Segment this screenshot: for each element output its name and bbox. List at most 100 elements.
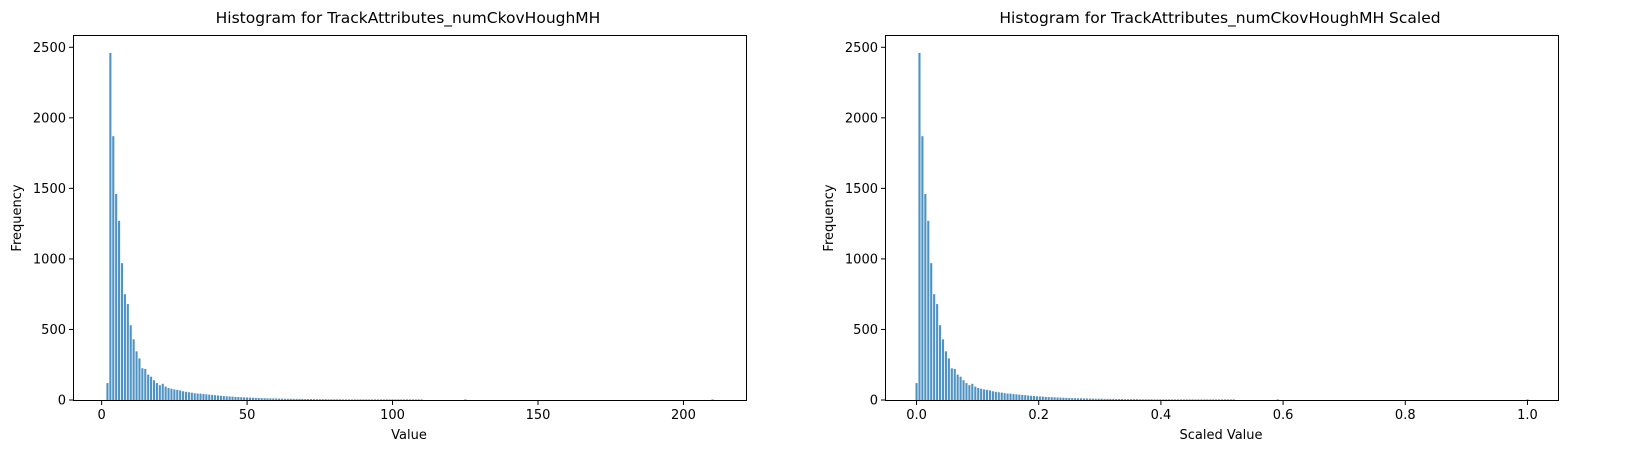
histogram-bar [368, 399, 371, 400]
y-tick-label: 1500 [33, 182, 66, 197]
histogram-bar [374, 399, 377, 400]
histogram-bar [266, 398, 269, 400]
histogram-bar [246, 397, 249, 400]
histogram-bar [1056, 397, 1059, 400]
y-tick-label: 2500 [845, 41, 878, 56]
histogram-bar [985, 389, 989, 400]
histogram-bar [1003, 393, 1006, 400]
histogram-bar [158, 385, 161, 400]
histogram-bar [1206, 399, 1209, 400]
histogram-bar [353, 399, 356, 400]
chart-right-x-ticks: 0.0 0.2 0.4 0.6 0.8 1.0 [906, 400, 1538, 423]
histogram-bar [408, 399, 412, 400]
histogram-bar [1185, 399, 1188, 400]
histogram-bar [1068, 398, 1071, 400]
histogram-bar [974, 386, 977, 400]
histogram-bar [356, 399, 359, 400]
x-tick-label: 150 [526, 408, 551, 423]
x-tick-label: 0 [97, 408, 105, 423]
histogram-bar [1109, 398, 1112, 400]
histogram-bar [1203, 399, 1206, 400]
x-tick-label: 0.2 [1028, 408, 1049, 423]
histogram-bar [118, 220, 121, 400]
chart-left: Histogram for TrackAttributes_numCkovHou… [10, 9, 747, 443]
histogram-bar [1200, 399, 1203, 400]
histogram-bar [1176, 399, 1180, 400]
histogram-bar [184, 391, 188, 400]
histogram-bar [1106, 398, 1109, 400]
histogram-bar [1088, 398, 1091, 400]
histogram-bar [1141, 399, 1144, 400]
histogram-bar [1018, 394, 1021, 400]
histogram-bar [1024, 395, 1027, 400]
histogram-bar [1047, 397, 1050, 400]
x-tick-label: 50 [239, 408, 256, 423]
histogram-bar [106, 383, 109, 400]
histogram-bar [321, 399, 324, 400]
histogram-bar [109, 52, 112, 401]
histogram-bar [414, 399, 417, 400]
histogram-bar [936, 304, 939, 400]
histogram-bar [1085, 398, 1088, 400]
y-tick-label: 2000 [845, 111, 878, 126]
histogram-bar [1094, 398, 1097, 400]
histogram-bar [1006, 393, 1009, 400]
histogram-bar [173, 389, 176, 400]
histogram-bar [1191, 399, 1194, 400]
y-tick-label: 500 [853, 323, 878, 338]
histogram-bar [944, 351, 947, 400]
histogram-bar [1077, 398, 1080, 400]
histogram-bar [138, 358, 141, 400]
histogram-bar [1197, 399, 1200, 400]
y-tick-label: 2500 [33, 41, 66, 56]
chart-right: Histogram for TrackAttributes_numCkovHou… [822, 9, 1559, 443]
histogram-bar [147, 374, 150, 400]
histogram-bar [947, 358, 950, 400]
histogram-bar [930, 263, 933, 400]
histogram-bar [1232, 399, 1235, 400]
histogram-bar [205, 394, 208, 400]
histogram-bar [115, 194, 118, 400]
histogram-bar [968, 385, 971, 400]
histogram-bar [1062, 397, 1065, 400]
chart-left-x-axis-label: Value [391, 428, 427, 443]
histogram-bar [379, 399, 382, 400]
histogram-bar [214, 395, 217, 400]
histogram-bar [382, 399, 385, 400]
histogram-bar [167, 388, 170, 400]
histogram-bar [193, 393, 196, 400]
histogram-bar [1027, 395, 1030, 400]
x-tick-label: 100 [380, 408, 405, 423]
histogram-bar [997, 392, 1000, 400]
histogram-bar [324, 399, 327, 400]
histogram-bar [155, 383, 158, 400]
histogram-bar [1103, 398, 1106, 400]
histogram-bar [1129, 399, 1133, 400]
histogram-bar [225, 396, 228, 400]
histogram-bar [1144, 399, 1147, 400]
histogram-bar [941, 339, 945, 400]
histogram-bar [1079, 398, 1083, 400]
histogram-bar [272, 398, 275, 400]
histogram-bar [365, 399, 368, 400]
histogram-bar [310, 399, 313, 400]
y-tick-label: 1000 [845, 252, 878, 267]
histogram-bar [1065, 397, 1068, 400]
histogram-bar [1215, 399, 1218, 400]
histogram-bar [251, 397, 254, 400]
y-tick-label: 2000 [33, 111, 66, 126]
histogram-bar [1150, 399, 1153, 400]
histogram-bar [312, 399, 316, 400]
histogram-bar [292, 398, 295, 400]
histogram-bar [152, 380, 156, 400]
histogram-bar [202, 394, 205, 400]
histogram-bar [190, 392, 193, 400]
histogram-bar [126, 304, 129, 400]
chart-right-y-ticks: 0 500 1000 1500 2000 2500 [845, 41, 886, 409]
histogram-bar [939, 325, 942, 400]
histogram-bar [339, 399, 342, 400]
histogram-bar [301, 398, 304, 400]
histogram-bar [1091, 398, 1094, 400]
histogram-bar [1118, 399, 1121, 400]
histogram-bar [342, 399, 345, 400]
